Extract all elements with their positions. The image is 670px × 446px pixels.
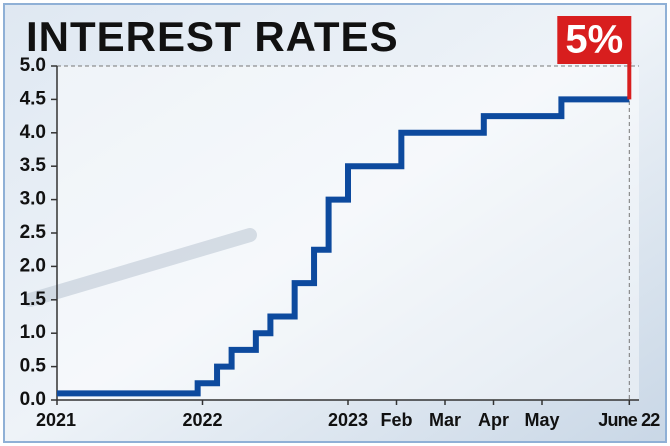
y-tick-label: 4.5 <box>20 88 47 109</box>
pen-decoration <box>23 228 257 307</box>
x-tick-label: Feb <box>380 410 412 430</box>
x-tick-label: 2021 <box>36 410 76 430</box>
x-tick-label: 2023 <box>328 410 368 430</box>
y-tick-label: 3.5 <box>20 155 47 176</box>
x-tick-label: 2022 <box>182 410 222 430</box>
y-tick-label: 1.0 <box>20 322 46 343</box>
annotation: 5% <box>565 18 623 62</box>
y-tick-label: 0.0 <box>20 389 46 410</box>
y-tick-label: 2.5 <box>20 222 47 243</box>
rate-line <box>57 96 630 397</box>
x-tick-label: May <box>524 410 559 430</box>
plot: 0.0 0.5 1.0 1.5 2.0 2.5 3.0 3.5 4.0 4.5 5.0 2021 202… <box>20 16 660 430</box>
plot-area <box>57 66 639 400</box>
y-tick-label: 3.0 <box>20 189 46 210</box>
y-tick-label: 4.0 <box>20 122 46 143</box>
y-tick-label: 2.0 <box>20 255 46 276</box>
chart-title: INTEREST RATES <box>26 13 399 60</box>
y-tick-label: 5.0 <box>20 55 46 76</box>
y-tick-label: 1.5 <box>20 289 47 310</box>
y-tick-label: 0.5 <box>20 356 47 377</box>
annotation-box <box>557 16 632 64</box>
x-tick-label: Mar <box>429 410 461 430</box>
x-tick-label: Apr <box>478 410 509 430</box>
x-tick-label: June 22 <box>598 410 660 430</box>
background <box>3 3 667 443</box>
